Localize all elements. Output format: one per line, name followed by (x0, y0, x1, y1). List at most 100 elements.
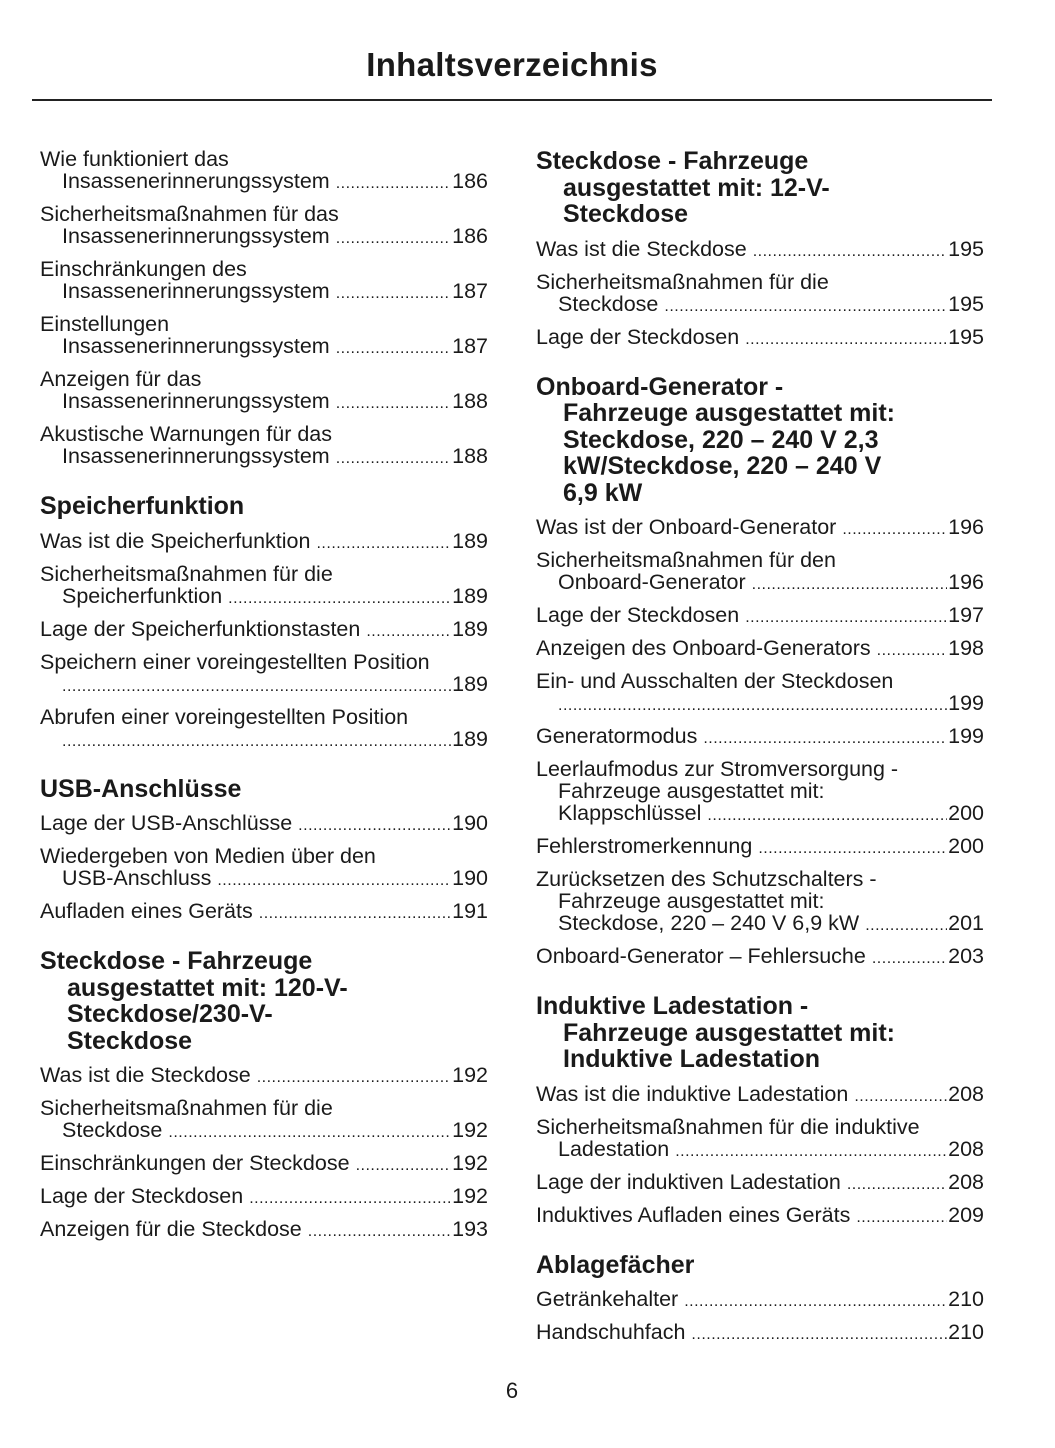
section-heading[interactable]: Steckdose - Fahrzeuge ausgestattet mit: 1… (536, 148, 984, 228)
entry-text-line: Leerlaufmodus zur Stromversorgung - (536, 757, 899, 781)
entry-text: Anzeigen für die Steckdose (40, 1217, 302, 1241)
dot-leader (865, 915, 947, 937)
toc-entry[interactable]: Generatormodus 199 (536, 725, 984, 750)
toc-entry[interactable]: Was ist die Steckdose 192 (40, 1064, 488, 1089)
toc-entry[interactable]: Ein- und Ausschalten der Steckdosen 199 (536, 670, 984, 717)
toc-entry[interactable]: Sicherheitsmaßnahmen für die Speicherfunk… (40, 563, 488, 610)
toc-entry[interactable]: Lage der Steckdosen 195 (536, 326, 984, 351)
heading-line: 6,9 kW (563, 478, 643, 507)
dot-leader (691, 1324, 947, 1346)
toc-entry[interactable]: Zurücksetzen des Schutzschalters - Fahrze… (536, 868, 984, 937)
entry-last-line: Aufladen eines Geräts 191 (40, 900, 488, 925)
dot-leader (703, 728, 947, 750)
toc-entry[interactable]: Induktives Aufladen eines Geräts 209 (536, 1204, 984, 1229)
heading-line: USB-Anschlüsse (40, 774, 242, 803)
entry-text: Lage der induktiven Ladestation (536, 1169, 841, 1194)
entry-text-line: Sicherheitsmaßnahmen für die (536, 269, 829, 294)
entry-page-number: 196 (948, 515, 984, 539)
dot-leader (336, 283, 451, 305)
toc-entry[interactable]: Sicherheitsmaßnahmen für die induktive La… (536, 1116, 984, 1163)
entry-text: Fehlerstromerkennung (536, 834, 753, 858)
dot-leader (257, 1067, 451, 1089)
entry-last-line: Was ist die Speicherfunktion 189 (40, 530, 488, 555)
entry-text-line: Anzeigen für das (40, 367, 202, 391)
toc-entry[interactable]: Abrufen einer voreingestellten Position 1… (40, 706, 488, 753)
section-heading[interactable]: Speicherfunktion (40, 493, 488, 520)
toc-entry[interactable]: Anzeigen für die Steckdose 193 (40, 1218, 488, 1243)
toc-section: USB-Anschlüsse Lage der USB-Anschlüsse 190… (40, 774, 488, 926)
heading-line: Induktive Ladestation (563, 1045, 820, 1073)
entry-text-line: Akustische Warnungen für das (40, 422, 332, 446)
toc-entry[interactable]: Anzeigen des Onboard-Generators 198 (536, 637, 984, 662)
entry-text-line: Sicherheitsmaßnahmen für die induktive (536, 1114, 920, 1139)
entry-page-number: 198 (948, 636, 984, 660)
toc-entry[interactable]: Sicherheitsmaßnahmen für den Onboard-Gene… (536, 549, 984, 596)
entry-page-number: 188 (452, 444, 488, 468)
entry-last-line: Steckdose 195 (536, 293, 984, 318)
entry-page-number: 190 (452, 866, 488, 890)
section-heading[interactable]: Induktive Ladestation - Fahrzeuge ausgest… (536, 993, 984, 1073)
toc-entry[interactable]: Handschuhfach 210 (536, 1321, 984, 1346)
entry-text-line: Ein- und Ausschalten der Steckdosen (536, 669, 894, 693)
toc-entry[interactable]: Lage der USB-Anschlüsse 190 (40, 812, 488, 837)
heading-line: Steckdose (563, 200, 689, 228)
dot-leader (298, 815, 451, 837)
section-heading[interactable]: Steckdose - Fahrzeuge ausgestattet mit: 1… (40, 948, 488, 1054)
toc-entry[interactable]: Lage der Speicherfunktionstasten 189 (40, 618, 488, 643)
heading-line: Fahrzeuge ausgestattet mit: (563, 399, 896, 427)
toc-entry[interactable]: Getränkehalter 210 (536, 1288, 984, 1313)
entry-page-number: 210 (948, 1320, 984, 1344)
entry-page-number: 192 (452, 1184, 488, 1208)
toc-entry[interactable]: Einschränkungen der Steckdose 192 (40, 1152, 488, 1177)
section-heading[interactable]: Ablagefächer (536, 1251, 984, 1279)
entry-text: Insassenerinnerungssystem (62, 389, 330, 413)
entry-text: Induktives Aufladen eines Geräts (536, 1202, 851, 1227)
toc-entry[interactable]: Was ist die Speicherfunktion 189 (40, 530, 488, 555)
entry-last-line: 189 (40, 728, 488, 753)
heading-line: Steckdose - Fahrzeuge (40, 947, 313, 975)
toc-entry[interactable]: Fehlerstromerkennung 200 (536, 835, 984, 860)
heading-line: Steckdose, 220 – 240 V 2,3 (563, 425, 879, 454)
toc-entry[interactable]: Leerlaufmodus zur Stromversorgung - Fahrz… (536, 758, 984, 827)
toc-entry[interactable]: Onboard-Generator – Fehlersuche 203 (536, 945, 984, 970)
entry-page-number: 199 (948, 691, 984, 715)
entry-last-line: Lage der Steckdosen 192 (40, 1185, 488, 1210)
dot-leader (336, 228, 451, 250)
toc-entry[interactable]: Akustische Warnungen für das Insassenerin… (40, 423, 488, 470)
toc-entry[interactable]: Lage der Steckdosen 197 (536, 604, 984, 629)
entry-page-number: 191 (452, 899, 488, 923)
section-heading[interactable]: USB-Anschlüsse (40, 774, 488, 803)
entry-page-number: 188 (452, 389, 488, 413)
dot-leader (752, 574, 947, 596)
entry-page-number: 199 (948, 724, 984, 748)
dot-leader (316, 533, 451, 555)
toc-entry[interactable]: Was ist die Steckdose 195 (536, 238, 984, 263)
entry-last-line: Handschuhfach 210 (536, 1321, 984, 1346)
heading-line: Steckdose/230-V- (67, 1000, 273, 1028)
toc-entry[interactable]: Sicherheitsmaßnahmen für das Insassenerin… (40, 203, 488, 250)
entry-last-line: Onboard-Generator 196 (536, 571, 984, 596)
entry-last-line: Lage der Steckdosen 195 (536, 326, 984, 351)
toc-entry[interactable]: Einschränkungen des Insassenerinnerungssy… (40, 258, 488, 305)
dot-leader (259, 903, 451, 925)
entry-last-line: 199 (536, 692, 984, 717)
toc-entry[interactable]: Speichern einer voreingestellten Positio… (40, 651, 488, 698)
toc-entry[interactable]: Wie funktioniert das Insassenerinnerungss… (40, 148, 488, 195)
entry-text: Insassenerinnerungssystem (62, 334, 330, 358)
toc-entry[interactable]: Aufladen eines Geräts 191 (40, 900, 488, 925)
toc-entry[interactable]: Was ist der Onboard-Generator 196 (536, 516, 984, 541)
dot-leader (308, 1221, 451, 1243)
entry-page-number: 193 (452, 1217, 488, 1241)
entry-text: Was ist die Steckdose (40, 1063, 251, 1087)
section-heading[interactable]: Onboard-Generator - Fahrzeuge ausgestatte… (536, 373, 984, 507)
toc-entry[interactable]: Anzeigen für das Insassenerinnerungssyste… (40, 368, 488, 415)
toc-entry[interactable]: Wiedergeben von Medien über den USB-Ansch… (40, 845, 488, 892)
toc-entry[interactable]: Lage der Steckdosen 192 (40, 1185, 488, 1210)
toc-section: Steckdose - Fahrzeuge ausgestattet mit: 1… (40, 948, 488, 1243)
toc-entry[interactable]: Was ist die induktive Ladestation 208 (536, 1083, 984, 1108)
entry-last-line: 189 (40, 673, 488, 698)
toc-entry[interactable]: Lage der induktiven Ladestation 208 (536, 1171, 984, 1196)
